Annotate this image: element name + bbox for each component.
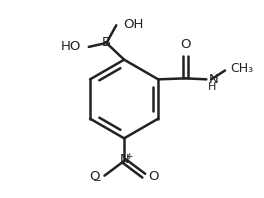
Text: H: H [208, 82, 217, 92]
Text: HO: HO [60, 40, 81, 53]
Text: O: O [90, 170, 100, 183]
Text: O: O [148, 170, 159, 183]
Text: N: N [208, 73, 218, 86]
Text: N: N [119, 153, 129, 167]
Text: CH₃: CH₃ [230, 62, 253, 75]
Text: +: + [125, 151, 132, 161]
Text: −: − [93, 176, 101, 186]
Text: B: B [102, 36, 111, 50]
Text: O: O [181, 38, 191, 51]
Text: OH: OH [124, 18, 144, 31]
